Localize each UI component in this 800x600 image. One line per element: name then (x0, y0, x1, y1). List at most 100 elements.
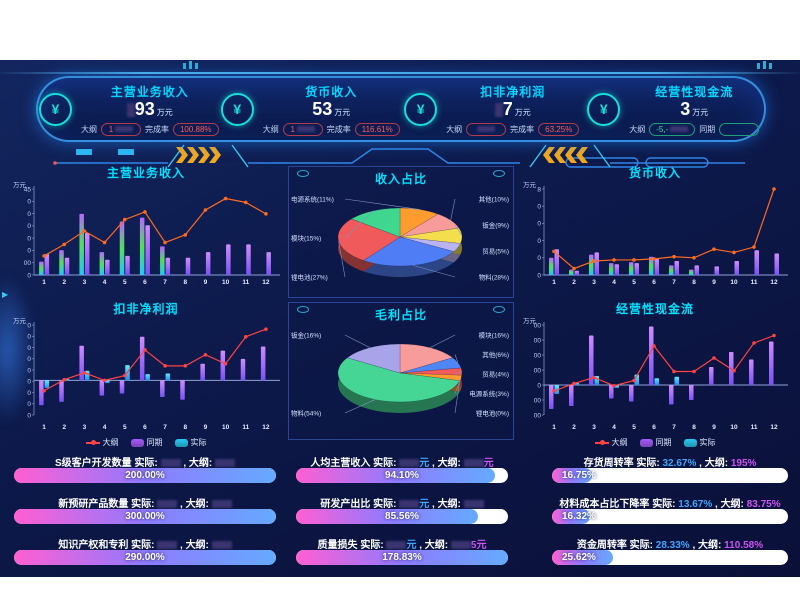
panel-net-profit: 扣非净利润 万元 0 0 0 0 0 0 0 0 0 1 2 3 4 5 6 7 8 9 10 11 12 大纲 同期 实际 (8, 300, 284, 450)
badge-label: 完成率 (144, 124, 169, 134)
svg-text:0: 0 (537, 221, 541, 228)
bar-同期 (266, 252, 271, 275)
bar-同期 (185, 257, 191, 275)
svg-text:0: 0 (27, 367, 31, 374)
chevrons-left-icon (543, 147, 588, 163)
panel-title: 经营性现金流 (615, 302, 694, 316)
bar-同期 (549, 385, 554, 409)
redacted-value (126, 102, 135, 117)
legend-label: 同期 (655, 438, 672, 447)
target-label: 大纲: (437, 499, 464, 510)
bar-同期 (165, 257, 171, 275)
svg-text:4: 4 (612, 424, 616, 431)
svg-text:11: 11 (751, 424, 758, 431)
pie-slice-其他 (399, 213, 460, 238)
yuan-circle-icon: ¥ (404, 92, 438, 126)
redacted-value (211, 541, 232, 550)
target-label: 大纲: (704, 458, 731, 469)
bar-实际 (649, 256, 654, 275)
svg-text:11: 11 (242, 279, 249, 286)
svg-text:3: 3 (592, 279, 596, 286)
badge-label: 完成率 (326, 124, 351, 134)
kpi-body: 主营业务收入 93 万元 大纲 1 完成率 100.88% (81, 83, 219, 136)
target-label: 大纲: (424, 540, 451, 551)
badge-label: 大纲 (262, 124, 279, 134)
bar-同期 (629, 385, 634, 402)
bar-实际 (609, 263, 614, 275)
svg-text:0: 0 (27, 223, 31, 230)
legend-label: 大纲 (611, 438, 628, 447)
redacted-value (494, 102, 503, 117)
bar-实际 (549, 257, 554, 275)
bar-同期 (200, 363, 205, 381)
legend-item-实际[interactable]: 实际 (174, 437, 207, 448)
legend-item-实际[interactable]: 实际 (683, 437, 716, 448)
actual-value: 元 (406, 540, 417, 551)
line-大纲 (43, 197, 267, 257)
kpi-bar-row: 研发产出比 实际: 元 , 大纲: 85.56% (296, 495, 508, 524)
pie-label: 锂电池(0%) (476, 408, 509, 417)
svg-text:0: 0 (27, 379, 31, 386)
panel-title: 扣非净利润 (113, 302, 179, 316)
kpi-bars-left-column: S级客户开发数量 实际: , 大纲: 200.00% 新预研产品数量 实际: , … (14, 454, 276, 577)
svg-text:5: 5 (632, 279, 636, 286)
pie-label: 其他(10%) (479, 194, 509, 203)
dashboard-canvas: ▶ ¥ 主营业务收入 93 万元 大纲 1 完成率 100.88% ¥ 货币收入 53 万元 大纲 1 完成… (0, 60, 800, 577)
redacted-value (211, 500, 232, 509)
bar-同期 (609, 385, 614, 399)
bar-实际 (39, 261, 44, 275)
main-revenue-chart: 万元 45 0 0 0 0 0 00 0 1 2 3 4 5 6 7 8 9 10 11 12 (8, 179, 284, 296)
svg-text:万元: 万元 (523, 317, 537, 325)
redacted-value (477, 126, 496, 132)
progress-bar-track: 300.00% (14, 509, 276, 524)
progress-percent: 178.83% (382, 552, 422, 563)
kpi-card: ¥ 主营业务收入 93 万元 大纲 1 完成率 100.88% (38, 83, 220, 136)
redacted-value (215, 459, 235, 468)
kpi-bar-row: 质量损失 实际: 元 , 大纲: 5元 178.83% (296, 536, 508, 565)
top-tick-icon (763, 61, 766, 69)
svg-text:4: 4 (103, 279, 107, 286)
bar-实际 (139, 217, 145, 275)
bar-同期 (220, 350, 226, 381)
svg-text:6: 6 (652, 424, 656, 431)
bar-同期 (180, 380, 185, 400)
legend-rect-marker-icon (639, 438, 653, 447)
actual-label: 实际: (629, 540, 656, 551)
bar-同期 (160, 380, 165, 397)
svg-text:0: 0 (27, 345, 31, 352)
panel-title: 主营业务收入 (106, 166, 185, 180)
legend-item-大纲[interactable]: 大纲 (594, 437, 628, 448)
progress-bar-track: 16.32% (552, 509, 788, 524)
svg-text:0: 0 (537, 204, 541, 211)
svg-text:0: 0 (27, 334, 31, 341)
svg-text:4: 4 (103, 424, 107, 431)
kpi-bars-middle-column: 人均主营收入 实际: 元 , 大纲: 元 94.10% 研发产出比 实际: 元 , … (296, 454, 508, 577)
svg-text:0: 0 (27, 412, 31, 419)
svg-text:00: 00 (534, 352, 542, 359)
progress-bar-fill (552, 550, 614, 565)
bar-实际 (119, 221, 125, 275)
svg-text:0: 0 (537, 272, 541, 279)
chart-legend: 大纲 同期 实际 (8, 437, 284, 448)
progress-bar-fill (296, 509, 479, 524)
legend-line-marker-icon (594, 439, 609, 445)
progress-percent: 16.75% (562, 470, 596, 481)
line-大纲 (553, 188, 775, 270)
badge-pill: 63.25% (538, 122, 580, 136)
bar-同期 (105, 259, 110, 275)
legend-dot-icon (90, 439, 96, 445)
redacted-value (157, 500, 178, 509)
svg-text:2: 2 (572, 279, 576, 286)
legend-item-同期[interactable]: 同期 (130, 437, 163, 448)
bar-同期 (99, 380, 105, 396)
pie-chart-svg: 钣金(16%) 物料(54%) 模块(16%) 其他(6%) 贸易(4%) 电源系统(3%… (291, 330, 509, 417)
svg-text:4: 4 (612, 279, 616, 286)
bar-同期 (59, 380, 64, 402)
legend-item-同期[interactable]: 同期 (639, 437, 672, 448)
kpi-bar-title: 材料成本占比下降率 实际: 13.67% , 大纲: 83.75% (559, 499, 781, 510)
svg-text:0: 0 (537, 255, 541, 262)
legend-item-大纲[interactable]: 大纲 (85, 437, 119, 448)
svg-text:10: 10 (222, 424, 230, 431)
